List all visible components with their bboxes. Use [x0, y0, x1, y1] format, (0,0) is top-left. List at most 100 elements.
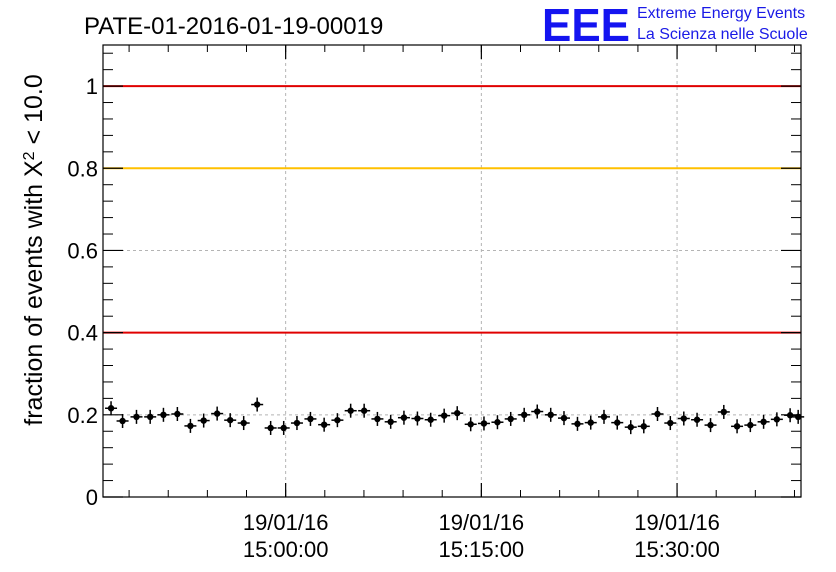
plot-frame: [102, 44, 802, 498]
data-point: [130, 409, 143, 424]
data-point-marker: [187, 422, 194, 430]
data-point: [251, 397, 264, 412]
logo-line-2: La Scienza nelle Scuole: [637, 26, 808, 43]
data-point-marker: [427, 416, 434, 423]
data-point: [491, 415, 504, 430]
logo-mark: EEE: [542, 0, 630, 51]
data-point: [757, 414, 770, 429]
data-point-marker: [119, 417, 126, 425]
data-point-marker: [667, 419, 674, 427]
grid: [103, 45, 801, 497]
data-point: [464, 417, 477, 432]
data-point-marker: [640, 423, 647, 430]
data-point-marker: [614, 419, 621, 426]
data-point-marker: [454, 409, 461, 417]
data-point-marker: [107, 405, 115, 412]
data-point-marker: [574, 420, 581, 428]
data-point: [184, 418, 197, 433]
data-point-marker: [280, 424, 287, 432]
y-tick-label: 1: [86, 74, 98, 99]
data-point-marker: [560, 414, 568, 422]
data-point: [597, 409, 610, 424]
y-tick-label: 0.4: [67, 321, 98, 346]
data-point-marker: [467, 421, 474, 428]
chart-title: PATE-01-2016-01-19-00019: [84, 13, 383, 40]
data-point-marker: [267, 424, 274, 432]
data-point: [717, 404, 730, 419]
data-point: [358, 403, 371, 418]
data-point: [571, 416, 584, 431]
x-tick-date: 19/01/16: [243, 510, 329, 535]
data-point: [704, 418, 717, 433]
data-point-marker: [494, 419, 501, 426]
data-point: [371, 411, 384, 426]
data-point: [518, 407, 531, 422]
data-point-marker: [240, 419, 247, 427]
data-point: [438, 408, 451, 423]
y-axis-label-symbol: X: [20, 160, 48, 177]
data-point-marker: [307, 415, 314, 423]
y-tick-label: 0: [86, 485, 98, 510]
x-tick-time: 15:00:00: [243, 537, 329, 562]
data-point: [424, 412, 437, 427]
data-point-marker: [720, 408, 728, 416]
data-point-marker: [133, 413, 140, 421]
data-point-marker: [534, 408, 541, 415]
data-point-marker: [654, 410, 661, 418]
data-point-marker: [693, 416, 701, 423]
data-point: [544, 407, 557, 422]
logo-line-1: Extreme Energy Events: [637, 5, 805, 22]
data-point: [637, 419, 650, 434]
data-point-marker: [760, 418, 767, 426]
logo: EEE Extreme Energy Events La Scienza nel…: [542, 0, 808, 51]
data-point: [331, 413, 344, 428]
data-points: [105, 397, 805, 435]
data-point-marker: [627, 423, 634, 431]
data-point: [504, 411, 517, 426]
data-point-marker: [733, 423, 741, 430]
data-point-marker: [227, 416, 234, 424]
data-point: [197, 413, 210, 428]
data-point-marker: [547, 411, 554, 419]
axes: [102, 44, 802, 498]
data-point: [224, 413, 237, 428]
data-point-marker: [414, 415, 421, 422]
data-point: [157, 407, 170, 422]
data-point-marker: [146, 413, 154, 421]
data-point-marker: [520, 411, 528, 419]
data-point-marker: [387, 418, 394, 426]
data-point: [318, 417, 331, 432]
data-point: [677, 411, 690, 426]
data-point: [531, 404, 544, 419]
data-point: [651, 406, 664, 421]
data-point: [171, 406, 184, 421]
data-point: [105, 401, 118, 416]
data-point: [304, 411, 317, 426]
x-ticks: 19/01/1615:00:0019/01/1615:15:0019/01/16…: [128, 45, 795, 562]
data-point-marker: [213, 410, 221, 417]
data-point: [411, 411, 424, 426]
data-point-marker: [374, 415, 381, 423]
data-point-marker: [480, 420, 488, 427]
data-point-marker: [334, 416, 341, 424]
data-point: [557, 411, 570, 426]
x-tick-time: 15:30:00: [634, 537, 720, 562]
data-point: [477, 416, 490, 431]
data-point-marker: [160, 411, 167, 419]
data-point: [770, 412, 783, 427]
data-point: [116, 413, 129, 428]
y-axis-label-suffix: < 10.0: [20, 74, 48, 151]
data-point-marker: [587, 419, 594, 426]
data-point: [290, 416, 303, 431]
y-axis-label-sup: 2: [21, 151, 38, 160]
y-tick-label: 0.8: [67, 156, 98, 181]
y-axis-label-prefix: fraction of events with: [20, 177, 48, 426]
data-point: [624, 420, 637, 435]
data-point: [344, 403, 357, 418]
data-point: [731, 419, 744, 434]
x-tick-date: 19/01/16: [634, 510, 720, 535]
data-point: [264, 420, 277, 435]
data-point: [144, 409, 157, 424]
x-tick-date: 19/01/16: [439, 510, 525, 535]
